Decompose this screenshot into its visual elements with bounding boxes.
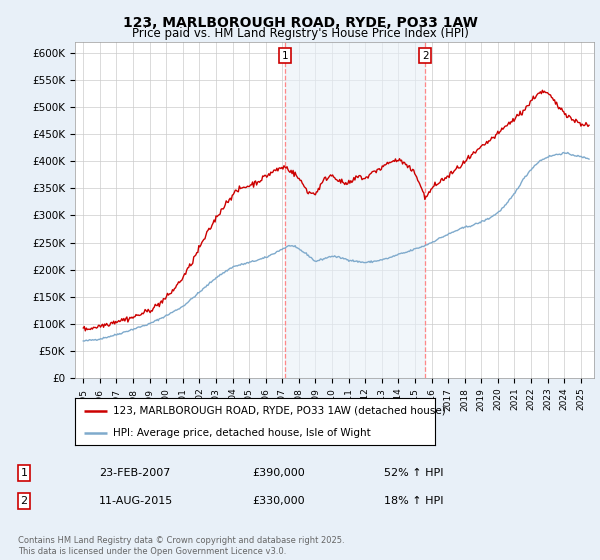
Text: 1: 1: [281, 50, 288, 60]
Text: 123, MARLBOROUGH ROAD, RYDE, PO33 1AW (detached house): 123, MARLBOROUGH ROAD, RYDE, PO33 1AW (d…: [113, 406, 446, 416]
Text: 2: 2: [20, 496, 28, 506]
Text: £390,000: £390,000: [252, 468, 305, 478]
Text: Price paid vs. HM Land Registry's House Price Index (HPI): Price paid vs. HM Land Registry's House …: [131, 27, 469, 40]
Text: £330,000: £330,000: [252, 496, 305, 506]
Text: 2: 2: [422, 50, 428, 60]
Text: 18% ↑ HPI: 18% ↑ HPI: [384, 496, 443, 506]
Text: 11-AUG-2015: 11-AUG-2015: [99, 496, 173, 506]
Text: HPI: Average price, detached house, Isle of Wight: HPI: Average price, detached house, Isle…: [113, 428, 371, 438]
Text: 23-FEB-2007: 23-FEB-2007: [99, 468, 170, 478]
Text: 1: 1: [20, 468, 28, 478]
Text: Contains HM Land Registry data © Crown copyright and database right 2025.
This d: Contains HM Land Registry data © Crown c…: [18, 536, 344, 556]
Text: 123, MARLBOROUGH ROAD, RYDE, PO33 1AW: 123, MARLBOROUGH ROAD, RYDE, PO33 1AW: [122, 16, 478, 30]
Text: 52% ↑ HPI: 52% ↑ HPI: [384, 468, 443, 478]
Bar: [285, 42, 425, 378]
